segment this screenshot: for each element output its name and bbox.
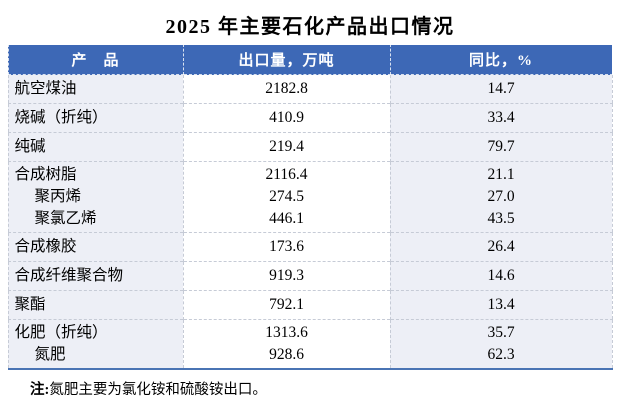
cell-name: 合成树脂聚丙烯聚氯乙烯 <box>8 161 183 233</box>
cell-line: 62.3 <box>487 346 515 363</box>
cell-line: 79.7 <box>487 138 515 155</box>
cell-line: 合成橡胶 <box>14 238 77 255</box>
cell-line: 43.5 <box>487 210 515 227</box>
cell-yoy: 13.4 <box>390 290 612 320</box>
cell-line: 聚氯乙烯 <box>34 210 97 227</box>
page-title: 2025 年主要石化产品出口情况 <box>165 16 455 38</box>
cell-yoy: 79.7 <box>390 132 612 162</box>
cell-line: 13.4 <box>487 296 515 313</box>
cell-name: 合成橡胶 <box>8 232 183 262</box>
cell-yoy: 14.7 <box>390 74 612 104</box>
cell-volume: 2182.8 <box>182 74 391 104</box>
cell-name: 聚酯 <box>8 290 183 320</box>
footnote-text: 氮肥主要为氯化铵和硫酸铵出口。 <box>49 382 267 398</box>
export-table: 产 品出口量，万吨 同比，% 航空煤油 2182.8 14.7 烧碱（折纯） 410.9 3… <box>7 44 613 370</box>
cell-line: 410.9 <box>269 109 304 126</box>
cell-line: 聚丙烯 <box>34 188 82 205</box>
cell-line: 1313.6 <box>265 324 308 341</box>
column-header: 同比，% <box>389 44 613 75</box>
cell-volume: 173.6 <box>182 232 391 262</box>
footnote-label: 注: <box>30 382 50 398</box>
cell-line: 33.4 <box>487 109 515 126</box>
cell-line: 219.4 <box>269 138 304 155</box>
cell-yoy: 35.7 62.3 <box>390 319 612 369</box>
cell-yoy: 26.4 <box>390 232 612 262</box>
cell-name: 纯碱 <box>8 132 183 162</box>
cell-volume: 2116.4 274.5 446.1 <box>182 161 391 233</box>
table-row: 烧碱（折纯） 410.9 33.4 <box>8 103 612 133</box>
cell-line: 21.1 <box>487 166 515 183</box>
cell-name: 合成纤维聚合物 <box>8 261 183 291</box>
cell-volume: 919.3 <box>182 261 391 291</box>
table-row: 航空煤油 2182.8 14.7 <box>8 74 612 104</box>
cell-line: 航空煤油 <box>14 80 77 97</box>
column-header: 产 品 <box>7 44 184 75</box>
cell-line: 14.6 <box>487 267 515 284</box>
cell-line: 446.1 <box>269 210 304 227</box>
cell-line: 792.1 <box>269 296 304 313</box>
cell-line: 26.4 <box>487 238 515 255</box>
table-row: 化肥（折纯） 氮肥 1313.6 928.6 35.7 62.3 <box>8 319 612 369</box>
table-row: 合成橡胶 173.6 26.4 <box>8 232 612 262</box>
cell-line: 合成纤维聚合物 <box>14 267 124 284</box>
cell-yoy: 33.4 <box>390 103 612 133</box>
cell-line: 173.6 <box>269 238 304 255</box>
table-body: 航空煤油 2182.8 14.7 烧碱（折纯） 410.9 33.4 纯碱 219.4 79.7… <box>8 74 612 369</box>
cell-line: 合成树脂 <box>14 166 77 183</box>
table-header: 产 品出口量，万吨 同比，% <box>7 44 613 75</box>
cell-volume: 792.1 <box>182 290 391 320</box>
cell-line: 聚酯 <box>14 296 46 313</box>
table-row: 合成树脂聚丙烯聚氯乙烯 2116.4 274.5 446.1 21.1 27.0 43.5 <box>8 161 612 233</box>
column-header: 出口量，万吨 <box>182 44 391 75</box>
cell-line: 919.3 <box>269 267 304 284</box>
table-header-row: 产 品出口量，万吨 同比，% <box>7 44 613 75</box>
cell-line: 35.7 <box>487 324 515 341</box>
cell-name: 化肥（折纯） 氮肥 <box>8 319 183 369</box>
cell-volume: 1313.6 928.6 <box>182 319 391 369</box>
cell-yoy: 21.1 27.0 43.5 <box>390 161 612 233</box>
cell-line: 烧碱（折纯） <box>14 109 108 126</box>
cell-line: 14.7 <box>487 80 515 97</box>
cell-line: 纯碱 <box>14 138 46 155</box>
cell-volume: 410.9 <box>182 103 391 133</box>
cell-line: 氮肥 <box>34 346 66 363</box>
cell-name: 烧碱（折纯） <box>8 103 183 133</box>
table-row: 合成纤维聚合物 919.3 14.6 <box>8 261 612 291</box>
cell-volume: 219.4 <box>182 132 391 162</box>
cell-line: 928.6 <box>269 346 304 363</box>
cell-line: 2116.4 <box>265 166 308 183</box>
cell-line: 274.5 <box>269 188 304 205</box>
table-row: 纯碱 219.4 79.7 <box>8 132 612 162</box>
cell-line: 2182.8 <box>265 80 308 97</box>
cell-line: 27.0 <box>487 188 515 205</box>
table-row: 聚酯 792.1 13.4 <box>8 290 612 320</box>
cell-yoy: 14.6 <box>390 261 612 291</box>
footnote: 注:氮肥主要为氯化铵和硫酸铵出口。 <box>30 378 620 399</box>
cell-line: 化肥（折纯） <box>14 324 108 341</box>
cell-name: 航空煤油 <box>8 74 183 104</box>
